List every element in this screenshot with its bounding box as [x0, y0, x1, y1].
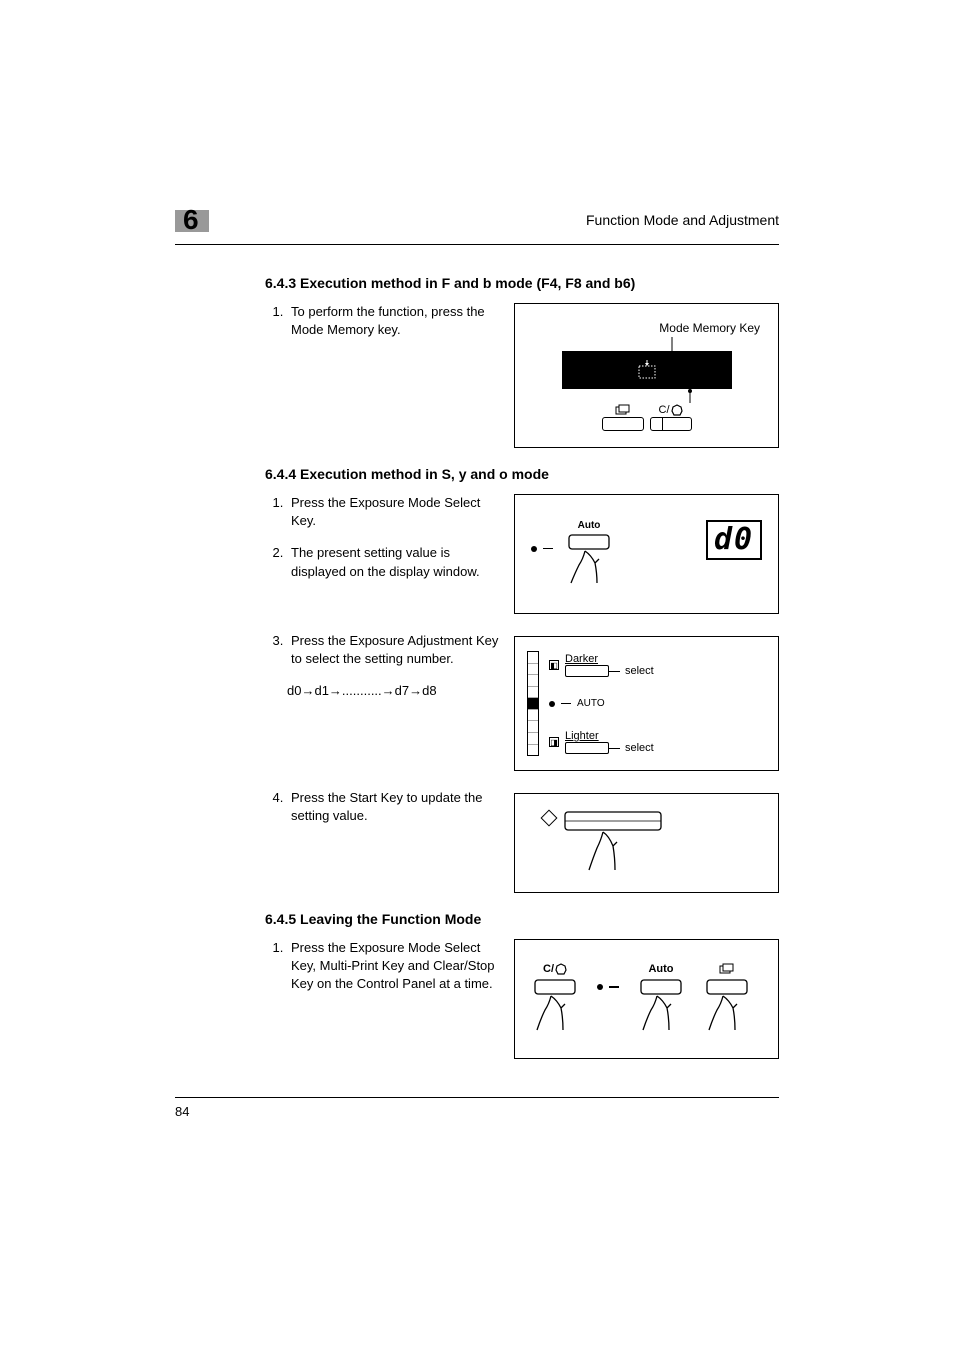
multi-print-icon-2 — [719, 962, 735, 976]
s643-step1: To perform the function, press the Mode … — [287, 303, 500, 339]
darker-button — [565, 665, 609, 677]
press-finger-2 — [637, 978, 685, 1036]
stop-icon — [671, 404, 683, 416]
header-rule — [175, 244, 779, 245]
display-value: d0 — [714, 522, 754, 557]
s644-step3-sub: d0→d1→...........→d7→d8 — [265, 682, 500, 700]
figure-6-4-4a: Auto d0 — [514, 494, 779, 614]
s644-step1: Press the Exposure Mode Select Key. — [287, 494, 500, 530]
darker-icon: ◧ — [549, 660, 559, 670]
mmk-panel — [562, 351, 732, 389]
figure-6-4-4c — [514, 793, 779, 893]
darker-select-label: select — [625, 665, 654, 677]
lighter-label: Lighter — [565, 730, 599, 742]
mode-memory-key-label: Mode Memory Key — [659, 321, 760, 335]
auto-dash — [561, 703, 571, 705]
figure-6-4-4b: ◧ Darker select — [514, 636, 779, 771]
lighter-icon: ◨ — [549, 737, 559, 747]
press-dash — [543, 548, 553, 550]
press-dash-2 — [609, 986, 619, 988]
display-window: d0 — [706, 520, 762, 560]
stop-icon-2 — [555, 963, 567, 975]
press-finger-1 — [531, 978, 579, 1036]
heading-6-4-5: 6.4.5 Leaving the Function Mode — [265, 911, 779, 927]
press-finger-3 — [703, 978, 751, 1036]
exposure-bar — [527, 651, 539, 756]
mmk-bottom-line — [686, 389, 694, 403]
mmk-pointer-line — [617, 337, 677, 351]
start-press-icon — [563, 810, 663, 876]
heading-6-4-4: 6.4.4 Execution method in S, y and o mod… — [265, 466, 779, 482]
auto-dot — [549, 701, 555, 707]
clear-stop-label-2: C/ — [543, 962, 567, 976]
clear-stop-label: C/ — [659, 403, 683, 417]
chapter-number: 6 — [183, 204, 199, 236]
start-icon — [541, 810, 558, 827]
heading-6-4-3: 6.4.3 Execution method in F and b mode (… — [265, 275, 779, 291]
auto-label-b: AUTO — [577, 698, 605, 709]
darker-label: Darker — [565, 653, 598, 665]
press-finger-icon — [565, 533, 613, 589]
multi-print-icon — [615, 403, 631, 417]
multi-print-button — [602, 417, 644, 431]
lighter-button — [565, 742, 609, 754]
press-dot-2 — [597, 984, 603, 990]
auto-label: Auto — [578, 520, 601, 531]
mmk-panel-icon — [637, 360, 657, 380]
figure-6-4-5: C/ Auto — [514, 939, 779, 1059]
section-title: Function Mode and Adjustment — [586, 212, 779, 228]
footer-rule — [175, 1097, 779, 1098]
lighter-select-label: select — [625, 742, 654, 754]
chapter-header: 6 Function Mode and Adjustment — [175, 210, 779, 240]
clear-stop-button — [650, 417, 692, 431]
s644-step4: Press the Start Key to update the settin… — [287, 789, 500, 825]
s644-step3: Press the Exposure Adjustment Key to sel… — [287, 632, 500, 668]
page-number: 84 — [175, 1104, 779, 1119]
press-dot — [531, 546, 537, 552]
figure-6-4-3: Mode Memory Key — [514, 303, 779, 448]
s644-step2: The present setting value is displayed o… — [287, 544, 500, 580]
s645-step1: Press the Exposure Mode Select Key, Mult… — [287, 939, 500, 994]
auto-label-3: Auto — [648, 962, 673, 976]
